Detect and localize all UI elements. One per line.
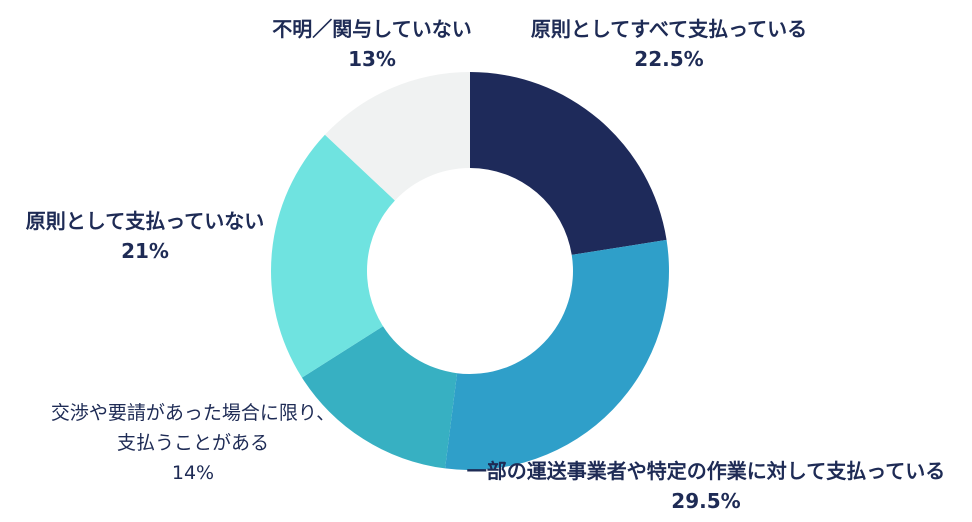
chart-label-case-by-case-pct: 14% bbox=[171, 462, 215, 484]
chart-label-not-paid-text: 原則として支払っていない bbox=[25, 209, 265, 233]
chart-label-case-by-case: 交渉や要請があった場合に限り、 支払うことがある 14% bbox=[43, 398, 343, 488]
pie-segment-2 bbox=[301, 326, 458, 469]
chart-label-all-paid: 原則としてすべて支払っている 22.5% bbox=[459, 14, 879, 74]
chart-label-partial: 一部の運送事業者や特定の作業に対して支払っている 29.5% bbox=[440, 456, 972, 516]
pie-segment-1 bbox=[445, 239, 669, 470]
chart-label-not-paid: 原則として支払っていない 21% bbox=[0, 206, 290, 266]
chart-label-unknown-pct: 13% bbox=[348, 47, 396, 71]
chart-label-not-paid-pct: 21% bbox=[121, 239, 169, 263]
pie-segment-3 bbox=[271, 134, 395, 378]
chart-label-unknown-text: 不明／関与していない bbox=[272, 17, 472, 41]
chart-label-case-by-case-text1: 交渉や要請があった場合に限り、 bbox=[50, 402, 336, 424]
chart-label-all-paid-pct: 22.5% bbox=[634, 47, 704, 71]
pie-segment-4 bbox=[324, 72, 470, 201]
pie-segment-0 bbox=[470, 72, 667, 255]
chart-label-case-by-case-text2: 支払うことがある bbox=[116, 432, 269, 454]
chart-label-all-paid-text: 原則としてすべて支払っている bbox=[530, 17, 808, 41]
chart-label-unknown: 不明／関与していない 13% bbox=[172, 14, 572, 74]
chart-label-partial-pct: 29.5% bbox=[671, 489, 741, 513]
chart-label-partial-text: 一部の運送事業者や特定の作業に対して支払っている bbox=[466, 459, 946, 483]
